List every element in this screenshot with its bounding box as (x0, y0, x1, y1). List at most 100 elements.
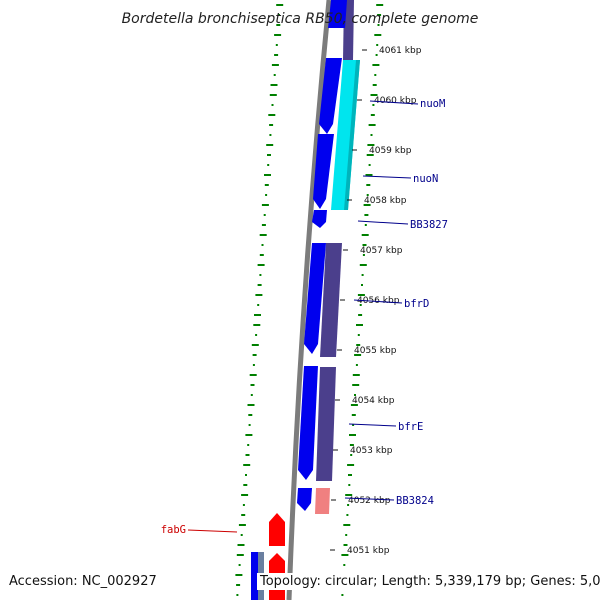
backbone-track (286, 0, 332, 600)
gc-skew-dot (346, 514, 349, 516)
gc-skew-dot (354, 354, 362, 356)
gc-skew-dot (366, 154, 374, 156)
gc-skew-dot (249, 374, 257, 376)
gc-skew-dot (362, 244, 367, 246)
gc-skew-dot (347, 504, 350, 506)
gc-skew-dot (352, 374, 360, 376)
gc-skew-dot (350, 404, 358, 406)
gc-skew-dot (248, 424, 251, 426)
gc-skew-dot (257, 284, 262, 286)
gc-skew-dot (242, 504, 245, 506)
gene-arrow-5 (304, 243, 326, 354)
gene-label-leader (369, 100, 419, 105)
ruler-tick-label: 4051 kbp (347, 546, 390, 556)
gc-skew-dot (370, 134, 373, 136)
gc-skew-dot (250, 394, 253, 396)
gene-label-bb3824: BB3824 (396, 495, 434, 507)
gc-skew-dot (270, 84, 278, 86)
ruler-ticks: 4061 kbp 4060 kbp 4059 kbp 4058 kbp 4057 kbp… (330, 46, 422, 556)
gc-skew-dot (278, 14, 280, 16)
gc-skew-dot (261, 244, 264, 246)
gc-skew-dot (261, 224, 266, 226)
gc-skew-dot (372, 64, 380, 66)
gc-skew-dot (264, 184, 269, 186)
gc-skew-dot (245, 434, 253, 436)
gc-skew-dot (348, 484, 351, 486)
gc-skew-dot (374, 74, 377, 76)
feature-reverse-2 (320, 243, 342, 357)
gene-label-nuon: nuoN (413, 173, 438, 185)
gc-skew-dot (372, 104, 375, 106)
gc-skew-dot (376, 4, 384, 6)
ruler-tick-label: 4052 kbp (348, 496, 391, 506)
gene-label-fabg: fabG (161, 524, 186, 536)
gc-skew-dot (274, 34, 282, 36)
ruler-tick-label: 4058 kbp (364, 196, 407, 206)
gene-arrow-6 (298, 366, 318, 480)
gc-skew-dot (254, 314, 261, 316)
topology-label: Topology: circular; Length: 5,339,179 bp… (257, 573, 600, 590)
gc-skew-dot (238, 524, 246, 526)
ruler-tick-label: 4053 kbp (350, 446, 393, 456)
gc-skew-dot (269, 134, 272, 136)
gc-skew-dot (274, 54, 279, 56)
ruler-tick-label: 4057 kbp (360, 246, 403, 256)
gc-skew-dot (259, 274, 262, 276)
gc-skew-dot (341, 554, 349, 556)
gene-label-leader (353, 299, 403, 304)
gene-arrow-1 (328, 0, 347, 28)
gc-skew-dot (255, 294, 263, 296)
gc-skew-dot (265, 194, 268, 196)
gene-arrow-3 (313, 134, 334, 209)
gene-label-leader (357, 220, 409, 225)
gc-skew-dot (363, 204, 371, 206)
gc-skew-dot (271, 104, 274, 106)
gc-skew-dot (240, 534, 243, 536)
gene-label-leader (348, 423, 397, 427)
gc-skew-track (235, 4, 384, 596)
gc-skew-dot (347, 464, 355, 466)
gene-label-bb3827: BB3827 (410, 219, 448, 231)
gc-skew-dot (235, 574, 243, 576)
gc-skew-dot (236, 584, 241, 586)
gc-skew-dot (266, 144, 274, 146)
gc-skew-dot (349, 434, 356, 436)
gc-skew-dot (276, 4, 284, 6)
gc-skew-dot (368, 124, 376, 126)
gc-skew-dot (245, 474, 247, 476)
gene-arrow-2 (319, 58, 342, 134)
gc-skew-dot (366, 184, 371, 186)
gc-skew-dot (250, 384, 255, 386)
gc-skew-dot (269, 124, 274, 126)
genome-title: Bordetella bronchiseptica RB50, complete… (122, 11, 479, 27)
gc-skew-dot (252, 364, 255, 366)
gc-skew-dot (273, 74, 276, 76)
gc-skew-dot (365, 174, 373, 176)
gene-label-leader (362, 175, 412, 179)
gc-skew-dot (377, 14, 382, 16)
gc-skew-dot (261, 204, 269, 206)
gc-skew-dot (255, 334, 258, 336)
gc-skew-dot (253, 324, 261, 326)
gc-skew-dot (237, 544, 245, 546)
ruler-tick-label: 4054 kbp (352, 396, 395, 406)
gc-skew-dot (259, 254, 264, 256)
gc-skew-dot (343, 524, 351, 526)
gc-skew-dot (364, 214, 369, 216)
gc-skew-dot (267, 164, 270, 166)
gc-skew-dot (269, 94, 277, 96)
gc-skew-dot (271, 64, 279, 66)
gc-skew-dot (341, 594, 344, 596)
gc-skew-dot (370, 114, 375, 116)
gene-arrow-7 (297, 488, 312, 511)
gc-skew-dot (361, 234, 369, 236)
gc-skew-dot (275, 44, 278, 46)
ruler-tick-label: 4060 kbp (374, 96, 417, 106)
gc-skew-dot (348, 474, 352, 476)
gc-skew-dot (247, 404, 255, 406)
gc-skew-dot (243, 484, 248, 486)
gc-skew-dot (357, 294, 365, 296)
gc-skew-dot (236, 594, 239, 596)
gc-skew-dot (248, 414, 253, 416)
